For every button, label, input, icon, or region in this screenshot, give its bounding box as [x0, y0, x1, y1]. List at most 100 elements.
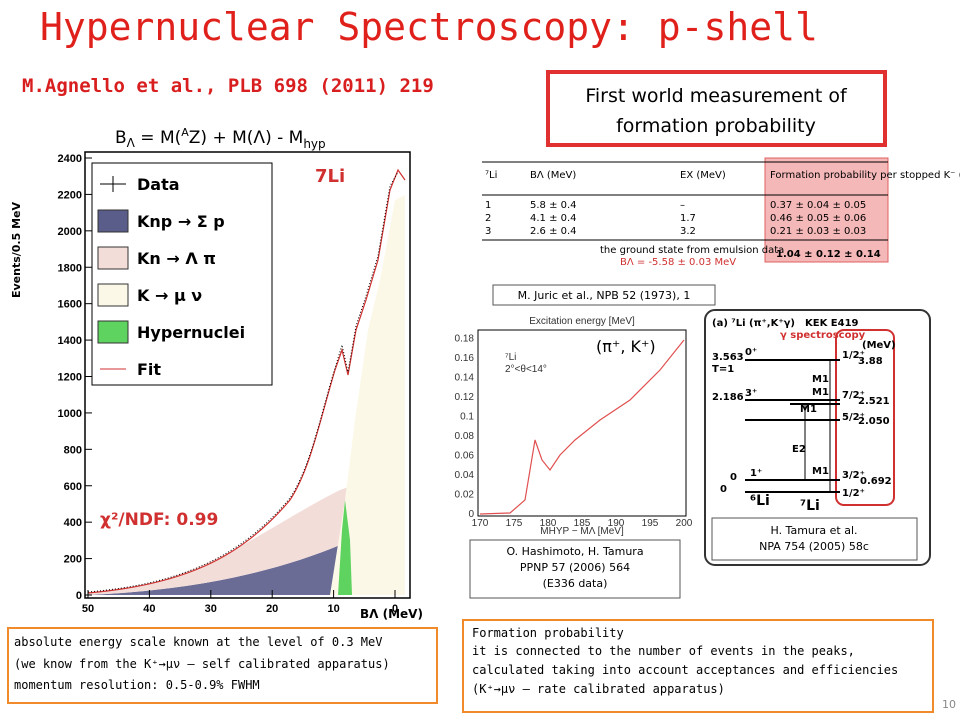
axis-label: MHYP − MΛ [MeV]	[540, 526, 624, 537]
level-label: 3.563	[712, 352, 744, 363]
nucleus-label: 7Li	[315, 166, 345, 187]
table-cell: 0.46 ± 0.05 ± 0.06	[770, 213, 866, 224]
citation: O. Hashimoto, H. Tamura	[506, 545, 643, 558]
x-tick-label: 200	[676, 518, 693, 529]
table-header: EX (MeV)	[680, 170, 726, 181]
level-label: 3⁺	[745, 388, 757, 399]
x-tick-label: 190	[608, 518, 625, 529]
table-figure	[482, 157, 889, 263]
y-tick-label: 1600	[58, 299, 82, 311]
table-cell: 1.7	[680, 213, 696, 224]
citation-box	[492, 284, 716, 306]
note-line: (K⁺→μν – rate calibrated apparatus)	[472, 682, 725, 696]
y-tick-label: 1400	[58, 335, 82, 347]
y-tick-label: 2200	[58, 189, 82, 201]
y-axis-label: Events/0.5 MeV	[10, 202, 23, 299]
table-cell: 1	[485, 200, 491, 211]
main-plot: 7Li χ²/NDF: 0.99 Events/0.5 MeV BΛ (MeV)…	[10, 151, 423, 621]
y-tick-label: 1800	[58, 262, 82, 274]
chi2-label: χ²/NDF: 0.99	[100, 510, 218, 530]
data-points	[87, 171, 399, 593]
x-tick-label: 180	[540, 518, 557, 529]
y-tick-label: 0.12	[455, 392, 475, 403]
x-tick-label: 40	[143, 603, 155, 615]
level-label: (MeV)	[862, 340, 896, 351]
legend-label: K → μ ν	[137, 286, 202, 305]
table-cell: 2	[485, 213, 491, 224]
x-tick-label: 30	[205, 603, 217, 615]
formula-part: ) - M	[265, 128, 303, 148]
hypernuclei-area	[338, 500, 352, 595]
table-cell: 4.1 ± 0.4	[530, 213, 577, 224]
table-cell: 5.8 ± 0.4	[530, 200, 577, 211]
level-label: M1	[812, 374, 829, 385]
note-line: absolute energy scale known at the level…	[14, 635, 382, 649]
table-header: Formation probability per stopped K⁻ (10…	[770, 170, 960, 181]
y-tick-label: 0.16	[455, 353, 475, 364]
nucleus-label: ⁷Li	[505, 352, 516, 363]
formula-part: Λ	[253, 128, 265, 148]
level-label: 1/2⁺	[842, 350, 865, 361]
fit-curve	[87, 168, 406, 594]
y-tick-label: 2400	[58, 153, 82, 165]
table-header: ⁷Li	[485, 170, 497, 181]
level-label: 1⁺	[750, 468, 762, 479]
x-axis-label: BΛ (MeV)	[360, 607, 423, 621]
formula-part: B	[115, 128, 127, 148]
level-label: 5/2⁺	[842, 412, 865, 423]
level-label: 1/2⁺	[842, 488, 865, 499]
citation: H. Tamura et al.	[770, 524, 857, 537]
legend-label: Data	[137, 175, 180, 194]
reaction-label: (π⁺, K⁺)	[596, 337, 656, 356]
y-tick-label: 800	[64, 444, 82, 456]
citation: NPA 754 (2005) 58c	[759, 540, 869, 553]
legend-swatch	[97, 283, 129, 307]
x-tick-label: 175	[506, 518, 523, 529]
level-label: ⁷Li	[800, 498, 820, 514]
level-label: ⁶Li	[750, 493, 770, 509]
knp-area	[88, 530, 395, 595]
table: ⁷Li BΛ (MeV) EX (MeV) Formation probability…	[485, 170, 960, 237]
note-box	[7, 627, 438, 704]
level-label: E2	[792, 444, 806, 455]
y-tick-label: 0	[76, 590, 82, 602]
table-cell: 3	[485, 226, 491, 237]
slide-title: Hypernuclear Spectroscopy: p-shell	[40, 5, 818, 49]
frame	[704, 309, 931, 566]
formula: BΛ = M(AZ) + M(Λ) - Mhyp	[115, 126, 326, 151]
legend-label: Hypernuclei	[137, 323, 245, 342]
formula-part: Λ	[127, 136, 136, 150]
note-line: momentum resolution: 0.5-0.9% FWHM	[14, 678, 260, 692]
level-label: 3.88	[858, 356, 883, 367]
y-tick-label: 1200	[58, 372, 82, 384]
level-label: γ spectroscopy	[780, 330, 866, 341]
y-tick-label: 0.1	[460, 412, 474, 423]
y-tick-label: 0.06	[455, 451, 475, 462]
citation-box	[469, 539, 681, 599]
level-label: T=1	[712, 364, 734, 375]
kmunu-area	[330, 195, 405, 595]
level-label: 3/2⁺	[842, 470, 865, 481]
level-label: M1	[800, 404, 817, 415]
citation: (E336 data)	[543, 577, 608, 590]
y-tick-label: 0.04	[455, 470, 475, 481]
angle-label: 2°<θ<14°	[505, 364, 547, 375]
note-line: (we know from the K⁺→μν – self calibrate…	[14, 657, 390, 671]
level-label: (a) ⁷Li (π⁺,K⁺γ)	[712, 318, 795, 329]
citation: PPNP 57 (2006) 564	[520, 561, 630, 574]
table-cell: 2.6 ± 0.4	[530, 226, 577, 237]
table-cell: 0.37 ± 0.04 ± 0.05	[770, 200, 866, 211]
table-cell: 0.21 ± 0.03 ± 0.03	[770, 226, 866, 237]
y-tick-label: 0	[468, 509, 474, 520]
fit-curve	[479, 339, 685, 515]
callout-box	[546, 70, 887, 147]
table-cell: –	[680, 200, 685, 211]
note-heading: Formation probability	[472, 626, 624, 640]
hashimoto-plot: Excitation energy [MeV] MHYP − MΛ [MeV] …	[455, 316, 693, 537]
page-number: 10	[942, 698, 956, 711]
y-tick-label: 0.02	[455, 490, 475, 501]
level-label: KEK E419	[805, 318, 859, 329]
y-tick-label: 0.18	[455, 334, 475, 345]
formula-part: hyp	[303, 137, 325, 151]
